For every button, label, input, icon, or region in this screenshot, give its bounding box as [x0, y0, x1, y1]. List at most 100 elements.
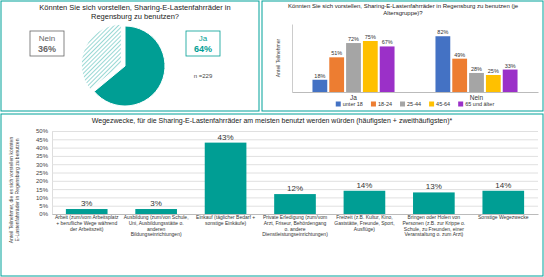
tick: Nein — [470, 94, 484, 101]
pie — [81, 24, 165, 106]
slice-label: Ja — [199, 34, 208, 43]
bar — [503, 70, 518, 92]
data-label: 3% — [81, 199, 93, 208]
bar — [452, 59, 467, 92]
legend: unter 1818-2425-4445-6465 und älter — [336, 101, 495, 107]
data-label: 14% — [495, 181, 511, 190]
x-axis: Ja Nein — [293, 93, 539, 101]
tick-label: 15% — [36, 187, 49, 193]
tick-label: 25% — [36, 170, 49, 176]
tick-label: Nein — [470, 94, 484, 101]
data-label: 51% — [331, 50, 342, 56]
tick: Freizeit (z.B. Kultur, Kino,Gaststätte, … — [334, 214, 394, 232]
legend-label: 65 und älter — [465, 101, 494, 107]
tick: Arbeit (zum/vom Arbeitsplatz+ berufliche… — [55, 214, 119, 232]
data-label: 25% — [488, 68, 499, 74]
data-label: 64% — [194, 44, 212, 54]
x-axis: Arbeit (zum/vom Arbeitsplatz+ berufliche… — [53, 214, 539, 237]
data-label: 82% — [437, 29, 448, 35]
data-label: 14% — [356, 181, 372, 190]
panel-frame — [1, 1, 259, 111]
label-box — [30, 31, 64, 56]
data-label: 43% — [218, 133, 234, 142]
grid-line — [52, 131, 538, 132]
tick-label: 35% — [36, 153, 49, 159]
bar — [482, 191, 524, 214]
tick-label: Ausbildung (zum/von Schule,Uni, Ausbildu… — [124, 214, 189, 237]
bars — [312, 36, 517, 92]
tick: 35% — [36, 153, 538, 159]
legend-swatch — [336, 102, 341, 107]
bar — [486, 75, 501, 92]
bars — [66, 143, 524, 214]
text-line: sonstige Einkäufe) — [205, 220, 246, 226]
data-label: 67% — [382, 39, 393, 45]
tick: Ja — [350, 94, 357, 101]
chart-canvas: Könnten Sie sich vorstellen, Sharing-E-L… — [0, 0, 544, 277]
bar — [205, 143, 247, 214]
tick: 30% — [36, 162, 538, 168]
text-line: E-Lastenfahrräder in Regensburg zu benut… — [14, 138, 20, 241]
chart-title: Könnten Sie sich vorstellen, Sharing-E-L… — [39, 3, 230, 21]
tick: Sonstige Wegezwecke — [478, 214, 529, 220]
data-label: 36% — [38, 44, 56, 54]
bar — [380, 46, 395, 92]
tick: 25% — [36, 170, 538, 176]
legend-swatch — [400, 102, 405, 107]
text-line: Wegezwecke, für die Sharing-E-Lastenfahr… — [92, 117, 453, 125]
tick-label: 50% — [36, 128, 49, 134]
tick-label: Sonstige Wegezwecke — [478, 214, 529, 220]
data-label: 75% — [365, 34, 376, 40]
tick: 50% — [36, 128, 538, 134]
tick-label: Einkauf (täglicher Bedarf +sonstige Eink… — [196, 214, 255, 226]
text-line: Anteil Teilnehmer — [275, 39, 281, 78]
legend-swatch — [429, 102, 434, 107]
text-line: Könnten Sie sich vorstellen, Sharing-E-L… — [288, 3, 519, 9]
tick: Ausbildung (zum/von Schule,Uni, Ausbildu… — [124, 214, 189, 237]
data-label: 13% — [426, 182, 442, 191]
text-line: Sonstige Wegezwecke — [478, 214, 529, 220]
tick: 40% — [36, 145, 538, 151]
axis-title: Anteil Teilnehmer — [275, 39, 281, 78]
legend-label: 45-64 — [436, 101, 450, 107]
legend-label: unter 18 — [343, 101, 363, 107]
grid-line — [52, 173, 538, 174]
label-box — [186, 31, 220, 56]
grid-line — [52, 164, 538, 165]
bar — [329, 57, 344, 92]
tick-label: Freizeit (z.B. Kultur, Kino,Gaststätte, … — [334, 214, 394, 232]
slice-label: Nein — [39, 34, 55, 43]
bar — [363, 41, 378, 92]
tick-label: 5% — [39, 203, 48, 209]
data-label: 18% — [314, 73, 325, 79]
text-line: Dienstleistungseinrichtungen) — [262, 231, 328, 237]
axis-line — [293, 92, 539, 93]
data-label: 3% — [150, 199, 162, 208]
text-line: Ausflüge) — [354, 226, 375, 232]
tick-label: Bringen oder Holen vonPersonen (z.B. zur… — [402, 214, 465, 237]
bar — [435, 36, 450, 92]
chart-title: Wegezwecke, für die Sharing-E-Lastenfahr… — [92, 117, 453, 125]
tick-label: 30% — [36, 162, 49, 168]
text-line: Altersgruppe)? — [383, 10, 423, 16]
tick: Private Erledigung (zum/vomArzt, Friseur… — [262, 214, 328, 237]
grid-line — [52, 139, 538, 140]
data-label: 33% — [505, 63, 516, 69]
panel-frame — [262, 1, 543, 111]
tick-label: Arbeit (zum/vom Arbeitsplatz+ berufliche… — [55, 214, 119, 232]
bar — [469, 73, 484, 92]
data-label: 12% — [287, 184, 303, 193]
y-axis — [292, 25, 293, 93]
bar — [413, 192, 455, 214]
tick-label: 45% — [36, 137, 49, 143]
pie-slice — [81, 24, 121, 89]
bar — [274, 194, 316, 214]
legend-swatch — [458, 102, 463, 107]
text-line: Veranstaltung o. zum Arzt) — [405, 231, 464, 237]
text-line: der Arbeitszeit) — [70, 226, 104, 232]
grid-line — [52, 181, 538, 182]
tick-label: 10% — [36, 195, 49, 201]
data-label: 49% — [454, 52, 465, 58]
annotation: n =229 — [194, 73, 213, 79]
y-axis: 0%5%10%15%20%25%30%35%40%45%50% — [36, 128, 538, 217]
